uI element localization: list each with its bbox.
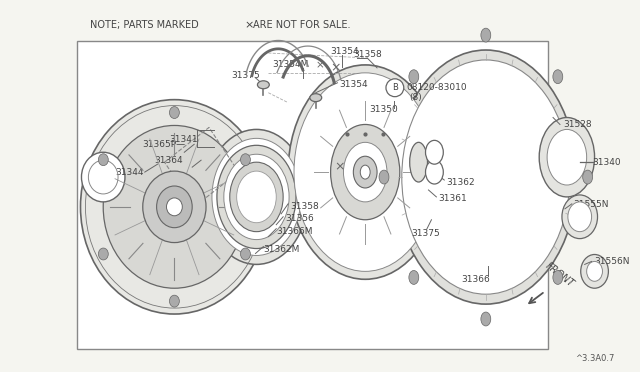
Text: 31366M: 31366M: [276, 227, 313, 236]
Ellipse shape: [379, 170, 389, 184]
Text: 31358: 31358: [290, 202, 319, 211]
Ellipse shape: [353, 156, 377, 188]
Text: ×: ×: [316, 60, 324, 70]
Circle shape: [386, 79, 404, 97]
Ellipse shape: [157, 186, 192, 228]
Text: 31341: 31341: [170, 135, 198, 144]
Bar: [77, 41, 548, 349]
Text: ARE NOT FOR SALE.: ARE NOT FOR SALE.: [253, 20, 351, 30]
Ellipse shape: [170, 107, 179, 119]
Text: ^3.3A0.7: ^3.3A0.7: [575, 354, 614, 363]
Text: 31365P—: 31365P—: [143, 140, 186, 149]
Ellipse shape: [587, 262, 602, 281]
Text: NOTE; PARTS MARKED: NOTE; PARTS MARKED: [90, 20, 199, 30]
Ellipse shape: [410, 142, 428, 182]
Text: ×: ×: [244, 20, 254, 30]
Ellipse shape: [409, 270, 419, 284]
Text: 31356: 31356: [285, 214, 314, 223]
Ellipse shape: [360, 165, 370, 179]
Text: 31362M: 31362M: [264, 245, 300, 254]
Ellipse shape: [217, 145, 296, 248]
Ellipse shape: [143, 171, 206, 243]
Ellipse shape: [344, 142, 387, 202]
Ellipse shape: [481, 312, 491, 326]
Ellipse shape: [230, 162, 283, 232]
Ellipse shape: [224, 154, 289, 240]
Ellipse shape: [241, 154, 250, 166]
Ellipse shape: [582, 170, 593, 184]
Ellipse shape: [205, 129, 308, 264]
Text: 31366: 31366: [461, 275, 490, 284]
Ellipse shape: [99, 248, 108, 260]
Ellipse shape: [257, 81, 269, 89]
Text: 31375: 31375: [412, 229, 440, 238]
Ellipse shape: [212, 138, 301, 256]
Ellipse shape: [540, 118, 595, 197]
Text: B: B: [392, 83, 398, 92]
Text: FRONT: FRONT: [543, 261, 575, 289]
Ellipse shape: [409, 70, 419, 84]
Ellipse shape: [553, 270, 563, 284]
Ellipse shape: [81, 152, 125, 202]
Text: (8): (8): [410, 93, 422, 102]
Ellipse shape: [402, 60, 570, 294]
Ellipse shape: [553, 70, 563, 84]
Ellipse shape: [99, 154, 108, 166]
Text: 31354: 31354: [331, 46, 359, 55]
Ellipse shape: [166, 198, 182, 216]
Ellipse shape: [568, 202, 591, 232]
Ellipse shape: [580, 254, 609, 288]
Text: 31361: 31361: [438, 195, 467, 203]
Ellipse shape: [81, 100, 268, 314]
Ellipse shape: [562, 195, 598, 238]
Ellipse shape: [310, 94, 322, 102]
Text: 31375: 31375: [232, 71, 260, 80]
Text: 31364: 31364: [155, 156, 183, 165]
Ellipse shape: [103, 125, 246, 288]
Text: ×: ×: [334, 161, 345, 174]
Text: 31344: 31344: [115, 168, 143, 177]
Ellipse shape: [170, 295, 179, 307]
Text: 31354: 31354: [339, 80, 368, 89]
Text: ×: ×: [330, 61, 340, 74]
Text: 31556N: 31556N: [595, 257, 630, 266]
Text: 31362: 31362: [446, 177, 475, 186]
Text: 31358: 31358: [353, 51, 382, 60]
Ellipse shape: [237, 171, 276, 223]
Ellipse shape: [294, 73, 436, 271]
Text: 31350: 31350: [369, 105, 398, 114]
Ellipse shape: [426, 140, 444, 164]
Text: 31555N: 31555N: [573, 201, 608, 209]
Ellipse shape: [395, 50, 577, 304]
Text: 08120-83010: 08120-83010: [407, 83, 467, 92]
Ellipse shape: [288, 65, 442, 279]
Ellipse shape: [547, 129, 587, 185]
Ellipse shape: [331, 125, 400, 220]
Ellipse shape: [241, 248, 250, 260]
Ellipse shape: [426, 160, 444, 184]
Text: 31354M: 31354M: [272, 60, 308, 70]
Ellipse shape: [481, 28, 491, 42]
Text: 31340: 31340: [593, 158, 621, 167]
Text: 31528: 31528: [563, 120, 591, 129]
